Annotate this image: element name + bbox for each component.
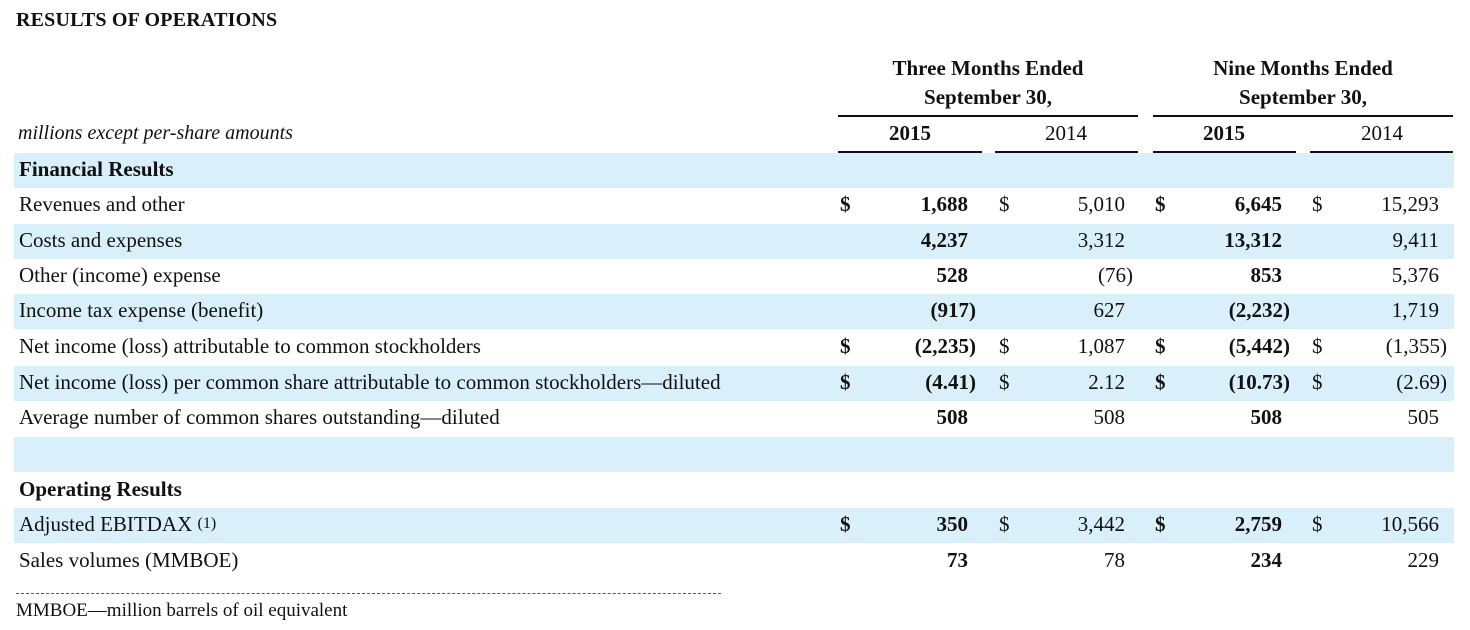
dollar-sign: $ bbox=[999, 192, 1010, 216]
year-col-3-rule bbox=[1153, 151, 1296, 153]
cell-nine-2015: 234 bbox=[1250, 548, 1283, 572]
nine-months-header-line1: Nine Months Ended bbox=[1213, 56, 1393, 80]
dollar-sign: $ bbox=[999, 334, 1010, 358]
row-label-text: Adjusted EBITDAX bbox=[19, 512, 193, 536]
cell-nine-2015: 13,312 bbox=[1224, 228, 1282, 252]
section-label: Financial Results bbox=[19, 157, 174, 181]
cell-nine-2014: 10,566 bbox=[1381, 512, 1439, 536]
cell-three-2014: 627 bbox=[1093, 298, 1126, 322]
cell-nine-2015: 6,645 bbox=[1234, 192, 1282, 216]
cell-nine-2015: (10.73) bbox=[1228, 370, 1290, 394]
cell-nine-2015: 853 bbox=[1250, 263, 1283, 287]
year-col-1: 2015 bbox=[889, 121, 931, 145]
dollar-sign: $ bbox=[1155, 512, 1166, 536]
cell-nine-2015: (5,442) bbox=[1228, 334, 1290, 358]
cell-three-2015: (4.41) bbox=[925, 370, 976, 394]
cell-three-2014: 508 bbox=[1093, 405, 1126, 429]
cell-nine-2014: 15,293 bbox=[1381, 192, 1439, 216]
table-row: Average number of common shares outstand… bbox=[14, 401, 1454, 436]
cell-three-2014: 3,442 bbox=[1077, 512, 1125, 536]
cell-nine-2014: 505 bbox=[1407, 405, 1440, 429]
dollar-sign: $ bbox=[1312, 370, 1323, 394]
cell-nine-2015: 508 bbox=[1250, 405, 1283, 429]
cell-three-2015: (2,235) bbox=[914, 334, 976, 358]
dollar-sign: $ bbox=[1155, 334, 1166, 358]
footnote-marker: (1) bbox=[197, 515, 217, 532]
cell-nine-2014: 5,376 bbox=[1391, 263, 1439, 287]
table-row: Revenues and other $ 1,688 $ 5,010 $ 6,6… bbox=[14, 188, 1454, 223]
three-months-header: Three Months Ended September 30, bbox=[838, 54, 1138, 112]
dollar-sign: $ bbox=[840, 334, 851, 358]
cell-three-2014: 3,312 bbox=[1077, 228, 1125, 252]
dollar-sign: $ bbox=[999, 512, 1010, 536]
dollar-sign: $ bbox=[1155, 370, 1166, 394]
three-months-header-line1: Three Months Ended bbox=[892, 56, 1084, 80]
table-row: Income tax expense (benefit) (917) 627 (… bbox=[14, 294, 1454, 329]
cell-nine-2014: (2.69) bbox=[1396, 370, 1447, 394]
row-label: Net income (loss) attributable to common… bbox=[19, 334, 481, 358]
table-row: Costs and expenses 4,237 3,312 13,312 9,… bbox=[14, 224, 1454, 259]
dollar-sign: $ bbox=[1312, 334, 1323, 358]
year-col-2: 2014 bbox=[1045, 121, 1087, 145]
row-label: Net income (loss) per common share attri… bbox=[19, 370, 721, 394]
table-title: RESULTS OF OPERATIONS bbox=[16, 9, 278, 31]
section-label: Operating Results bbox=[19, 477, 182, 501]
dollar-sign: $ bbox=[1312, 512, 1323, 536]
cell-three-2014: 78 bbox=[1104, 548, 1125, 572]
year-col-4: 2014 bbox=[1361, 121, 1403, 145]
cell-nine-2014: 229 bbox=[1407, 548, 1440, 572]
cell-three-2015: 528 bbox=[936, 263, 969, 287]
table-row: Sales volumes (MMBOE) 73 78 234 229 bbox=[14, 544, 1454, 579]
cell-three-2015: 350 bbox=[936, 512, 969, 536]
cell-three-2014: (76) bbox=[1098, 263, 1133, 287]
table-row: Other (income) expense 528 (76) 853 5,37… bbox=[14, 259, 1454, 294]
dollar-sign: $ bbox=[1155, 192, 1166, 216]
cell-three-2014: 2.12 bbox=[1088, 370, 1125, 394]
row-label: Income tax expense (benefit) bbox=[19, 298, 264, 322]
cell-three-2014: 1,087 bbox=[1077, 334, 1125, 358]
nine-months-header: Nine Months Ended September 30, bbox=[1153, 54, 1453, 112]
table-row: Net income (loss) attributable to common… bbox=[14, 330, 1454, 365]
cell-three-2015: 1,688 bbox=[920, 192, 968, 216]
nine-months-header-line2: September 30, bbox=[1239, 85, 1367, 109]
cell-three-2015: 73 bbox=[947, 548, 968, 572]
dollar-sign: $ bbox=[999, 370, 1010, 394]
row-label: Other (income) expense bbox=[19, 263, 221, 287]
row-label: Average number of common shares outstand… bbox=[19, 405, 500, 429]
nine-months-header-rule bbox=[1153, 115, 1453, 117]
dollar-sign: $ bbox=[1312, 192, 1323, 216]
spacer-row bbox=[14, 437, 1454, 472]
footnote-divider bbox=[16, 593, 721, 594]
cell-three-2015: (917) bbox=[930, 298, 977, 322]
units-label: millions except per-share amounts bbox=[18, 122, 293, 144]
year-col-3: 2015 bbox=[1203, 121, 1245, 145]
footnote: MMBOE—million barrels of oil equivalent bbox=[16, 600, 348, 621]
section-operating-results: Operating Results bbox=[14, 473, 1454, 508]
dollar-sign: $ bbox=[840, 370, 851, 394]
three-months-header-line2: September 30, bbox=[924, 85, 1052, 109]
year-col-4-rule bbox=[1310, 151, 1453, 153]
dollar-sign: $ bbox=[840, 192, 851, 216]
three-months-header-rule bbox=[838, 115, 1138, 117]
cell-three-2015: 4,237 bbox=[920, 228, 968, 252]
dollar-sign: $ bbox=[840, 512, 851, 536]
row-label: Sales volumes (MMBOE) bbox=[19, 548, 239, 572]
cell-nine-2015: 2,759 bbox=[1234, 512, 1282, 536]
cell-nine-2015: (2,232) bbox=[1228, 298, 1290, 322]
row-label: Revenues and other bbox=[19, 192, 185, 216]
row-label: Adjusted EBITDAX (1) bbox=[19, 512, 216, 537]
section-financial-results: Financial Results bbox=[14, 153, 1454, 188]
row-label: Costs and expenses bbox=[19, 228, 183, 252]
table-row: Adjusted EBITDAX (1) $ 350 $ 3,442 $ 2,7… bbox=[14, 508, 1454, 543]
year-col-1-rule bbox=[838, 151, 982, 153]
cell-three-2014: 5,010 bbox=[1077, 192, 1125, 216]
cell-nine-2014: (1,355) bbox=[1385, 334, 1447, 358]
table-row: Net income (loss) per common share attri… bbox=[14, 366, 1454, 401]
cell-nine-2014: 1,719 bbox=[1391, 298, 1439, 322]
cell-three-2015: 508 bbox=[936, 405, 969, 429]
year-col-2-rule bbox=[995, 151, 1138, 153]
cell-nine-2014: 9,411 bbox=[1392, 228, 1439, 252]
